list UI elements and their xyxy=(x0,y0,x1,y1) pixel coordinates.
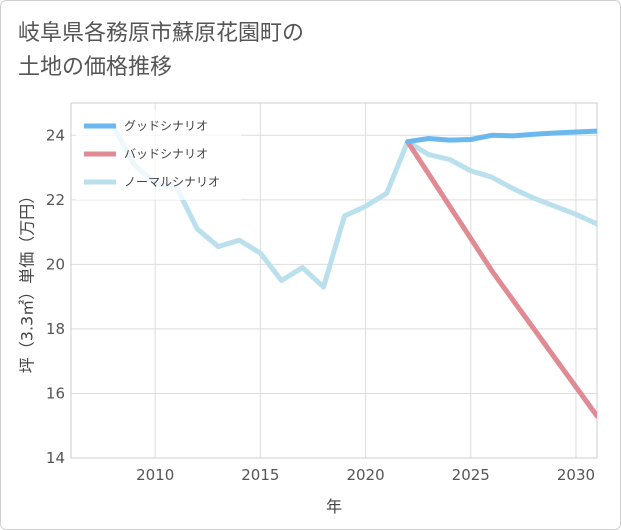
legend-label-1: バッドシナリオ xyxy=(124,147,208,161)
y-axis-ticks: 14 16 18 20 22 24 xyxy=(46,126,65,467)
y-tick-label-16: 16 xyxy=(46,384,65,402)
y-tick-label-18: 18 xyxy=(46,320,65,338)
y-tick-label-22: 22 xyxy=(46,191,65,209)
chart-title: 岐阜県各務原市蘇原花園町の 土地の価格推移 xyxy=(18,17,304,85)
plot-area-frame xyxy=(70,102,598,459)
chart-title-line2: 土地の価格推移 xyxy=(18,55,173,80)
x-tick-label-2030: 2030 xyxy=(557,466,595,484)
y-tick-label-20: 20 xyxy=(46,255,65,273)
y-axis-title: 坪（3.3㎡）単価（万円） xyxy=(18,188,37,373)
x-axis-ticks: 2010 2015 2020 2025 2030 xyxy=(136,466,595,484)
x-tick-label-2020: 2020 xyxy=(346,466,384,484)
series-line-2 xyxy=(110,123,597,290)
series-line-0 xyxy=(405,128,597,145)
y-tick-label-14: 14 xyxy=(46,449,65,467)
grid-lines xyxy=(71,103,597,459)
y-tick-label-24: 24 xyxy=(46,126,65,144)
x-tick-label-2015: 2015 xyxy=(241,466,279,484)
series-lines xyxy=(110,123,597,419)
chart-title-line1: 岐阜県各務原市蘇原花園町の xyxy=(18,21,305,46)
legend-label-2: ノーマルシナリオ xyxy=(124,175,220,189)
series-line-1 xyxy=(405,139,597,419)
x-tick-label-2025: 2025 xyxy=(452,466,490,484)
x-tick-label-2010: 2010 xyxy=(136,466,174,484)
legend-label-0: グッドシナリオ xyxy=(124,119,208,133)
x-axis-title: 年 xyxy=(326,497,342,516)
